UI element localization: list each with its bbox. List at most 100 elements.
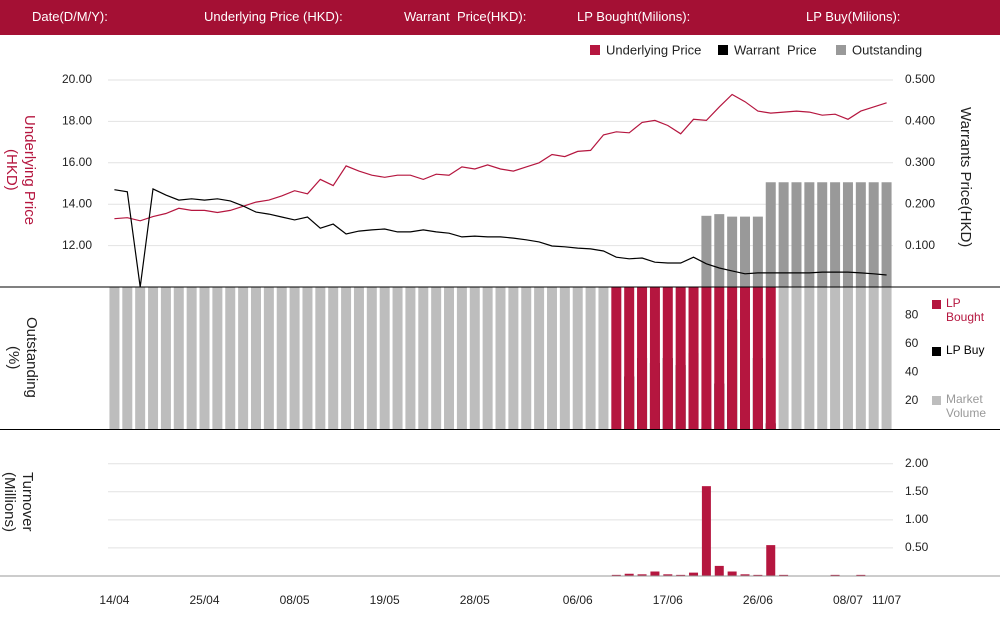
x-tick-label: 08/05 — [280, 593, 310, 607]
bar — [740, 574, 750, 576]
bar — [289, 287, 300, 429]
outstanding-bar — [791, 182, 802, 287]
bar — [508, 287, 519, 429]
bar — [353, 287, 364, 429]
bar — [405, 287, 416, 429]
legend-item: Market Volume — [932, 392, 1000, 420]
outstanding-bar — [868, 182, 879, 287]
bar — [881, 287, 892, 429]
bar — [611, 574, 621, 576]
x-tick-label: 14/04 — [99, 593, 129, 607]
y2-axis-label: Warrants Price(HKD) — [957, 106, 974, 248]
bar — [315, 287, 326, 429]
tick-label: 12.00 — [62, 238, 92, 252]
outstanding-bar — [765, 182, 776, 287]
legend-item: LP Bought — [932, 296, 1000, 324]
bar — [753, 574, 763, 576]
bar — [637, 287, 648, 429]
bar — [675, 287, 686, 429]
bar — [779, 574, 789, 576]
bar — [109, 287, 120, 429]
bar — [482, 287, 493, 429]
tick-label: 2.00 — [905, 456, 929, 470]
bar — [714, 287, 725, 429]
legend-label: Outstanding — [852, 42, 922, 57]
y-axis-label: Outstanding (%) — [5, 317, 40, 398]
bar — [727, 571, 737, 576]
bar — [855, 287, 866, 429]
bar — [392, 287, 403, 429]
outstanding-bar — [842, 182, 853, 287]
legend-label: LP Bought — [946, 296, 985, 324]
bar — [868, 287, 879, 429]
bar — [662, 287, 673, 429]
bar — [649, 287, 660, 429]
outstanding-bar — [727, 216, 738, 287]
tick-label: 0.50 — [905, 540, 929, 554]
legend-swatch — [836, 45, 846, 55]
x-tick-label: 25/04 — [190, 593, 220, 607]
bar — [752, 287, 763, 429]
bar — [456, 287, 467, 429]
bar — [199, 287, 210, 429]
legend-label: LP Buy — [946, 343, 985, 357]
tick-label: 18.00 — [62, 114, 92, 128]
bar — [688, 287, 699, 429]
line-series — [114, 187, 887, 288]
tick-label: 20 — [905, 393, 919, 407]
outstanding-bar — [817, 182, 828, 287]
tick-label: 80 — [905, 308, 919, 322]
bar — [598, 287, 609, 429]
bar — [469, 287, 480, 429]
bar — [650, 571, 660, 576]
bar — [160, 287, 171, 429]
bar — [714, 565, 724, 576]
bar — [856, 574, 866, 576]
legend-label: Warrant Price — [734, 42, 817, 57]
bar — [817, 287, 828, 429]
bar — [250, 287, 261, 429]
legend-label: Market Volume — [946, 392, 987, 420]
x-tick-label: 17/06 — [653, 593, 683, 607]
outstanding-bar — [804, 182, 815, 287]
bar — [740, 287, 751, 429]
bar — [689, 572, 699, 576]
tick-label: 40 — [905, 364, 919, 378]
y-axis-label: Turnover (Millions) — [1, 472, 36, 532]
tick-label: 0.200 — [905, 196, 935, 210]
bar — [238, 287, 249, 429]
bar — [186, 287, 197, 429]
x-tick-label: 08/07 — [833, 593, 863, 607]
tick-label: 16.00 — [62, 155, 92, 169]
outstanding-bar — [855, 182, 866, 287]
bar — [701, 486, 711, 576]
bar — [766, 545, 776, 576]
bar — [572, 287, 583, 429]
tick-label: 20.00 — [62, 72, 92, 86]
bar — [624, 287, 635, 429]
bar — [637, 574, 647, 576]
x-tick-label: 06/06 — [563, 593, 593, 607]
legend-item: LP Buy — [932, 343, 1000, 357]
bar — [212, 287, 223, 429]
bar — [328, 287, 339, 429]
bar — [624, 573, 634, 576]
legend-label: Underlying Price — [606, 42, 701, 57]
bar — [521, 287, 532, 429]
outstanding-bar — [752, 216, 763, 287]
header-field: LP Buy(Milions): — [806, 9, 901, 24]
legend-swatch — [932, 347, 941, 356]
tick-label: 1.00 — [905, 512, 929, 526]
x-tick-label: 26/06 — [743, 593, 773, 607]
bar — [225, 287, 236, 429]
tick-label: 0.100 — [905, 238, 935, 252]
bar — [135, 287, 146, 429]
bar — [418, 287, 429, 429]
bar — [534, 287, 545, 429]
bar — [148, 287, 159, 429]
bar — [791, 287, 802, 429]
bar — [444, 287, 455, 429]
bar — [804, 287, 815, 429]
